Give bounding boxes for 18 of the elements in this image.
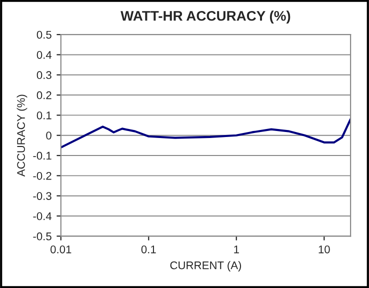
- x-tick-label: 1: [234, 246, 239, 254]
- x-axis-title: CURRENT (A): [170, 261, 242, 272]
- y-tick-label: -0.4: [33, 212, 52, 220]
- chart-title: WATT-HR ACCURACY (%): [120, 10, 290, 24]
- y-tick-label: -0.2: [33, 172, 52, 180]
- y-tick-label: -0.1: [33, 152, 52, 160]
- x-tick-label: 0.01: [50, 245, 72, 254]
- y-tick-label: 0.5: [36, 30, 52, 39]
- y-tick-label: 0.2: [36, 91, 52, 100]
- y-tick-label: -0.5: [33, 232, 52, 240]
- y-tick-label: -0.3: [33, 192, 52, 200]
- y-axis-title: ACCURACY (%): [16, 94, 28, 177]
- y-tick-label: 0.4: [36, 50, 52, 59]
- y-tick-label: 0.3: [36, 71, 52, 80]
- x-tick-label: 0.1: [141, 245, 156, 254]
- x-tick-label: 10: [318, 245, 330, 254]
- y-tick-label: 0: [46, 132, 52, 140]
- y-tick-label: 0.1: [36, 111, 52, 120]
